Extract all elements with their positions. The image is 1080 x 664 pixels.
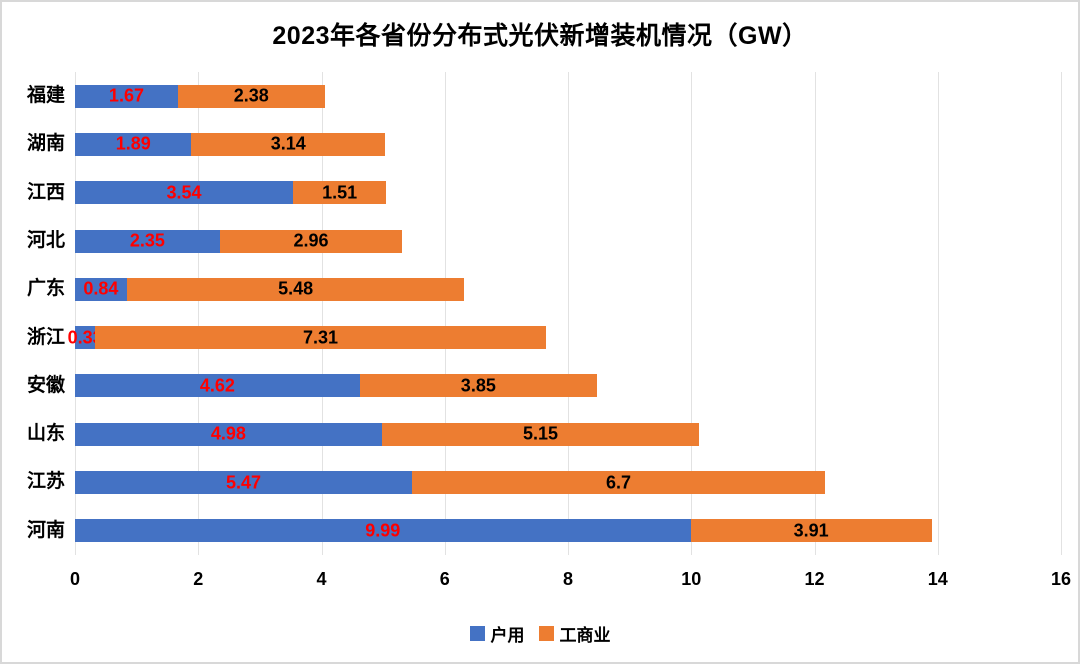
- legend-label: 工商业: [559, 626, 611, 645]
- bar-segment: 6.7: [412, 471, 825, 495]
- bar-segment: 1.89: [75, 132, 192, 156]
- value-label: 5.15: [523, 423, 559, 444]
- value-label: 3.14: [270, 133, 306, 154]
- bar-segment: 3.14: [191, 132, 385, 156]
- legend-item: 户用: [469, 621, 525, 646]
- category-label: 河南: [26, 519, 65, 541]
- gridline: [568, 72, 569, 555]
- value-label: 3.54: [166, 182, 202, 203]
- bar-segment: 5.47: [75, 471, 413, 495]
- legend-label: 户用: [490, 626, 525, 645]
- plot-area: 1.67 2.38 1.89 3.14 3.54 1.51 2.35 2.96 0.84 5.48…: [68, 72, 1062, 555]
- legend-swatch: [469, 626, 485, 641]
- value-label: 5.47: [226, 472, 262, 493]
- category-label: 安徽: [26, 374, 65, 396]
- category-label: 江西: [26, 181, 65, 203]
- gridline: [691, 72, 693, 555]
- value-label: 2.96: [293, 230, 329, 251]
- bar-segment: 5.48: [126, 277, 465, 301]
- legend-swatch: [538, 626, 554, 641]
- gridline: [1061, 72, 1062, 555]
- category-label: 浙江: [26, 326, 65, 348]
- gridline: [321, 72, 323, 555]
- legend-item: 工商业: [538, 621, 611, 646]
- bar-segment: 9.99: [75, 519, 691, 543]
- value-label: 1.89: [115, 133, 151, 154]
- bar-segment: 1.67: [75, 84, 178, 108]
- gridline: [444, 72, 446, 555]
- gridline: [814, 72, 816, 555]
- category-label: 河北: [26, 229, 65, 251]
- value-label: 3.91: [793, 520, 829, 541]
- category-label: 山东: [26, 423, 65, 445]
- value-label: 0.33: [67, 327, 103, 348]
- bar-segment: 3.85: [359, 374, 597, 398]
- bar-segment: 5.15: [381, 422, 700, 446]
- gridline: [198, 72, 200, 555]
- bar-segment: 4.62: [75, 374, 360, 398]
- value-label: 9.99: [365, 520, 401, 541]
- value-label: 5.48: [278, 278, 314, 299]
- x-tick-label: 0: [69, 569, 80, 589]
- category-label: 广东: [26, 278, 65, 300]
- value-label: 2.38: [233, 85, 269, 106]
- gridline: [75, 72, 76, 555]
- value-label: 3.85: [460, 375, 496, 396]
- x-tick-label: 10: [681, 569, 702, 589]
- bar-segment: 2.38: [177, 84, 325, 108]
- value-label: 6.7: [606, 472, 632, 493]
- value-label: 1.51: [322, 182, 358, 203]
- value-label: 4.62: [199, 375, 235, 396]
- bar-segment: 0.33: [68, 326, 103, 350]
- bar-segment: 3.91: [690, 519, 932, 543]
- x-tick-label: 14: [927, 569, 948, 589]
- bar-segment: 4.98: [75, 422, 382, 446]
- bar-segment: 0.84: [75, 277, 127, 301]
- value-label: 1.67: [108, 85, 144, 106]
- value-label: 4.98: [210, 423, 246, 444]
- category-label: 湖南: [26, 133, 65, 155]
- category-label: 江苏: [26, 471, 65, 493]
- x-tick-label: 2: [193, 569, 204, 589]
- gridline: [937, 72, 939, 555]
- bar-segment: 7.31: [95, 326, 546, 350]
- bar-segment: 2.96: [219, 229, 403, 253]
- bar-segment: 2.35: [75, 229, 220, 253]
- value-label: 0.84: [83, 278, 119, 299]
- category-label: 福建: [26, 85, 65, 106]
- x-tick-label: 4: [316, 569, 327, 589]
- bar-segment: 3.54: [75, 181, 294, 205]
- x-tick-label: 16: [1050, 569, 1072, 589]
- x-tick-label: 12: [804, 569, 825, 589]
- chart-title: 2023年各省份分布式光伏新增装机情况（GW）: [272, 22, 808, 50]
- legend: 户用 工商业: [2, 621, 1078, 646]
- bar-segment: 1.51: [293, 181, 387, 205]
- x-tick-label: 6: [439, 569, 450, 589]
- x-tick-label: 8: [562, 569, 573, 589]
- value-label: 7.31: [303, 327, 339, 348]
- value-label: 2.35: [129, 230, 165, 251]
